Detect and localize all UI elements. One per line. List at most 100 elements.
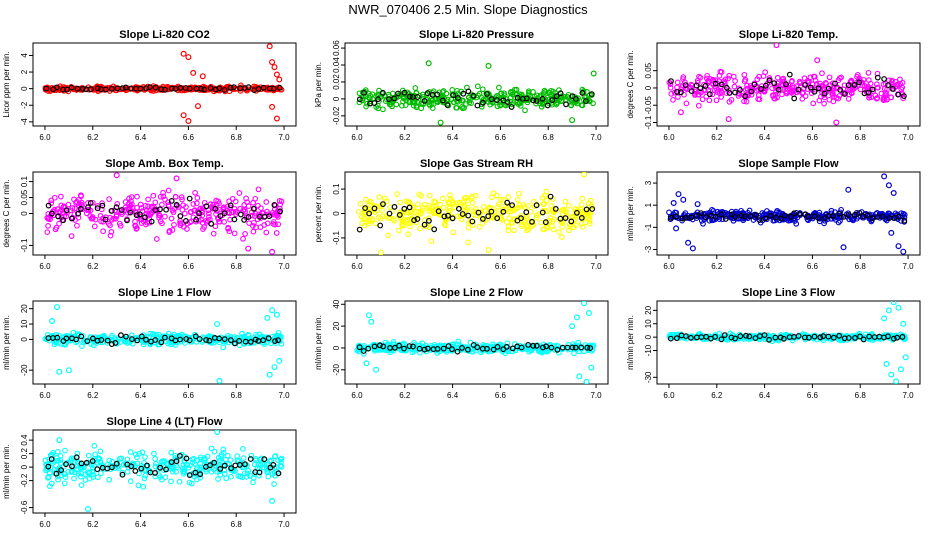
data-point	[114, 201, 121, 207]
reference-point	[108, 341, 115, 348]
reference-point	[163, 466, 169, 473]
data-point	[558, 207, 565, 214]
data-point	[559, 224, 566, 230]
chart-panel: Slope Sample Flow 6.0 6.2 6.4 6.6 6.8 7.0 -3 -1 1…	[626, 158, 921, 271]
reference-point	[583, 98, 589, 104]
outlier-point	[885, 182, 892, 189]
data-point	[192, 189, 198, 196]
reference-point	[94, 337, 101, 344]
data-point	[848, 90, 855, 97]
data-point	[390, 347, 397, 354]
outlier-point	[900, 248, 907, 255]
reference-point	[712, 333, 718, 340]
data-point	[44, 229, 51, 235]
outlier-point	[890, 301, 897, 306]
data-point	[150, 331, 157, 337]
reference-point	[485, 213, 492, 220]
data-point	[463, 101, 469, 107]
reference-point	[391, 95, 398, 102]
data-point	[873, 81, 880, 88]
data-point	[361, 350, 367, 357]
x-tick-label: 6.2	[87, 262, 99, 271]
reference-point	[377, 222, 384, 229]
reference-point	[523, 209, 530, 216]
data-point	[53, 338, 60, 344]
data-point	[465, 239, 472, 246]
plot-frame	[32, 42, 297, 127]
x-tick-label: 6.4	[759, 133, 771, 142]
reference-point	[193, 216, 200, 223]
data-point	[204, 453, 211, 460]
data-point	[799, 90, 806, 97]
chart-title: Slope Li-820 CO2	[119, 29, 209, 41]
data-point	[498, 90, 504, 97]
x-tick-label: 6.2	[711, 133, 723, 142]
data-point	[70, 455, 77, 462]
data-point	[170, 209, 177, 216]
reference-point	[207, 85, 214, 91]
data-point	[773, 209, 780, 215]
x-tick-label: 6.4	[135, 520, 147, 529]
data-point	[197, 205, 204, 212]
data-point	[179, 207, 186, 213]
data-point	[818, 93, 824, 100]
data-point	[97, 458, 103, 465]
data-point	[406, 99, 413, 106]
reference-point	[276, 84, 283, 91]
data-point	[275, 221, 282, 228]
data-point	[256, 465, 263, 472]
data-point	[138, 205, 145, 211]
y-tick-label: 0	[20, 464, 29, 469]
data-point	[793, 220, 800, 227]
y-tick-label: 2	[20, 69, 29, 74]
reference-point	[371, 343, 378, 350]
reference-point	[64, 86, 70, 93]
data-point	[426, 192, 433, 199]
reference-point	[796, 211, 803, 217]
outlier-point	[266, 371, 273, 378]
y-tick-label: -1	[644, 223, 653, 231]
data-point	[533, 214, 540, 221]
data-point	[62, 474, 69, 480]
data-point	[218, 453, 224, 460]
data-point	[426, 208, 432, 214]
data-point	[386, 101, 393, 108]
data-point	[764, 208, 770, 214]
reference-point	[562, 215, 569, 222]
outlier-point	[569, 323, 576, 330]
reference-point	[117, 332, 124, 339]
y-tick-label: 0	[332, 345, 341, 350]
data-point	[421, 344, 428, 351]
data-point	[413, 103, 420, 109]
data-point	[135, 482, 142, 489]
reference-point	[449, 346, 455, 353]
outlier-point	[65, 367, 72, 374]
data-point	[78, 482, 85, 488]
data-point	[405, 231, 411, 238]
data-point	[211, 448, 218, 455]
data-point	[779, 76, 785, 83]
data-point	[830, 332, 837, 339]
reference-point	[77, 205, 84, 212]
data-point	[274, 209, 280, 215]
reference-point	[176, 453, 183, 459]
reference-point	[544, 102, 551, 109]
y-tick-label: -0.2	[20, 473, 29, 487]
reference-point	[488, 208, 495, 215]
data-point	[779, 91, 785, 98]
data-point	[680, 74, 687, 80]
data-point	[141, 475, 148, 482]
reference-point	[206, 337, 213, 344]
reference-point	[869, 86, 876, 93]
data-point	[427, 102, 433, 109]
reference-point	[173, 201, 180, 208]
reference-point	[552, 205, 559, 212]
data-point	[180, 202, 187, 209]
data-point	[197, 465, 204, 471]
data-point	[448, 347, 454, 354]
data-point	[783, 88, 789, 95]
data-point	[179, 196, 185, 203]
x-tick-label: 6.4	[759, 262, 771, 271]
reference-point	[702, 82, 709, 89]
data-point	[44, 215, 51, 221]
